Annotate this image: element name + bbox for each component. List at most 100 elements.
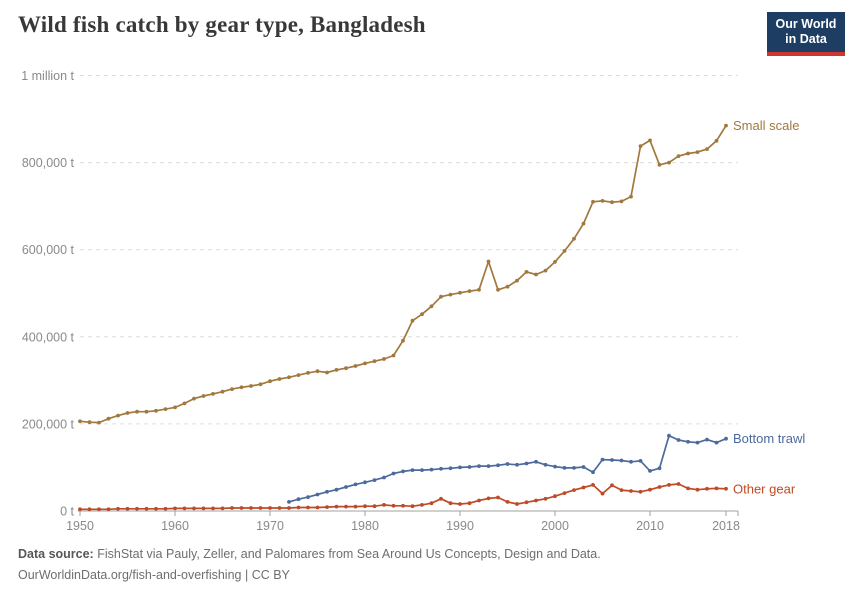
series-point-other-gear[interactable] [439, 496, 443, 501]
series-point-small-scale[interactable] [562, 249, 567, 253]
series-point-bottom-trawl[interactable] [296, 497, 301, 502]
series-point-other-gear[interactable] [629, 489, 633, 493]
series-point-small-scale[interactable] [448, 292, 453, 297]
series-point-small-scale[interactable] [591, 199, 595, 204]
series-point-other-gear[interactable] [619, 488, 624, 492]
series-point-small-scale[interactable] [486, 259, 491, 264]
series-point-other-gear[interactable] [657, 485, 662, 489]
series-point-small-scale[interactable] [344, 366, 348, 371]
series-point-other-gear[interactable] [705, 486, 709, 491]
series-point-bottom-trawl[interactable] [572, 466, 576, 470]
series-point-small-scale[interactable] [543, 268, 548, 273]
series-point-bottom-trawl[interactable] [315, 492, 320, 497]
series-point-other-gear[interactable] [524, 500, 529, 505]
series-point-other-gear[interactable] [277, 506, 282, 510]
series-point-other-gear[interactable] [610, 483, 614, 488]
series-point-other-gear[interactable] [268, 506, 272, 510]
series-point-small-scale[interactable] [638, 144, 643, 149]
series-point-other-gear[interactable] [572, 488, 576, 492]
series-point-bottom-trawl[interactable] [477, 464, 481, 468]
series-point-bottom-trawl[interactable] [657, 466, 662, 471]
series-point-bottom-trawl[interactable] [439, 466, 443, 471]
footer-license[interactable]: CC BY [251, 568, 290, 582]
series-point-small-scale[interactable] [695, 150, 700, 155]
series-point-other-gear[interactable] [78, 507, 82, 512]
series-point-small-scale[interactable] [163, 407, 168, 411]
series-point-small-scale[interactable] [705, 147, 709, 152]
series-point-other-gear[interactable] [249, 506, 253, 510]
series-point-other-gear[interactable] [97, 507, 101, 512]
owid-logo[interactable]: Our World in Data [767, 12, 845, 56]
series-point-small-scale[interactable] [714, 138, 719, 143]
series-point-bottom-trawl[interactable] [353, 482, 358, 487]
series-point-other-gear[interactable] [515, 502, 519, 506]
series-point-small-scale[interactable] [534, 272, 538, 277]
series-point-small-scale[interactable] [287, 375, 291, 380]
series-point-small-scale[interactable] [553, 260, 557, 264]
series-point-bottom-trawl[interactable] [391, 471, 396, 476]
series-point-bottom-trawl[interactable] [600, 457, 605, 462]
series-point-bottom-trawl[interactable] [591, 470, 595, 475]
series-point-other-gear[interactable] [401, 503, 405, 508]
series-point-bottom-trawl[interactable] [562, 466, 567, 470]
series-point-bottom-trawl[interactable] [344, 485, 348, 489]
series-point-small-scale[interactable] [116, 413, 120, 418]
series-point-small-scale[interactable] [315, 369, 320, 374]
series-point-small-scale[interactable] [676, 154, 681, 159]
series-point-bottom-trawl[interactable] [448, 466, 453, 471]
footer-url[interactable]: OurWorldinData.org/fish-and-overfishing [18, 568, 242, 582]
series-point-other-gear[interactable] [562, 491, 567, 495]
series-point-small-scale[interactable] [458, 290, 462, 295]
series-point-small-scale[interactable] [230, 387, 234, 391]
series-point-other-gear[interactable] [686, 486, 690, 491]
series-point-small-scale[interactable] [572, 236, 576, 241]
series-point-other-gear[interactable] [334, 504, 339, 509]
series-point-bottom-trawl[interactable] [515, 462, 519, 467]
series-point-small-scale[interactable] [391, 353, 396, 358]
series-point-small-scale[interactable] [97, 420, 101, 425]
series-point-other-gear[interactable] [258, 506, 263, 510]
series-point-bottom-trawl[interactable] [524, 461, 529, 466]
series-point-bottom-trawl[interactable] [496, 463, 500, 468]
series-point-small-scale[interactable] [667, 160, 671, 165]
series-point-bottom-trawl[interactable] [724, 436, 728, 441]
series-point-other-gear[interactable] [534, 498, 538, 503]
series-point-small-scale[interactable] [610, 200, 614, 205]
series-point-small-scale[interactable] [268, 379, 272, 384]
series-point-small-scale[interactable] [581, 221, 586, 226]
series-point-bottom-trawl[interactable] [629, 459, 633, 464]
series-point-other-gear[interactable] [667, 483, 671, 487]
series-point-other-gear[interactable] [325, 505, 329, 509]
series-point-small-scale[interactable] [619, 199, 624, 204]
series-point-small-scale[interactable] [220, 389, 225, 394]
series-point-bottom-trawl[interactable] [401, 469, 405, 474]
series-point-small-scale[interactable] [211, 392, 215, 396]
series-point-other-gear[interactable] [486, 496, 491, 501]
series-point-other-gear[interactable] [106, 507, 111, 512]
series-point-bottom-trawl[interactable] [306, 495, 310, 499]
series-point-other-gear[interactable] [714, 486, 719, 491]
series-point-bottom-trawl[interactable] [458, 465, 462, 470]
series-point-small-scale[interactable] [182, 401, 187, 406]
series-point-small-scale[interactable] [277, 377, 282, 381]
series-point-small-scale[interactable] [467, 289, 472, 293]
series-point-bottom-trawl[interactable] [486, 464, 491, 468]
series-point-other-gear[interactable] [676, 482, 681, 486]
series-point-bottom-trawl[interactable] [429, 467, 434, 472]
series-point-bottom-trawl[interactable] [695, 440, 700, 445]
series-point-other-gear[interactable] [163, 506, 168, 511]
series-point-small-scale[interactable] [629, 194, 633, 199]
series-point-bottom-trawl[interactable] [610, 458, 614, 462]
series-point-small-scale[interactable] [239, 385, 244, 390]
series-point-bottom-trawl[interactable] [686, 439, 690, 444]
series-point-small-scale[interactable] [78, 419, 82, 424]
series-point-other-gear[interactable] [448, 501, 453, 506]
series-point-other-gear[interactable] [173, 506, 177, 511]
series-point-small-scale[interactable] [306, 371, 310, 375]
series-point-other-gear[interactable] [211, 506, 215, 511]
series-point-small-scale[interactable] [201, 394, 206, 398]
series-point-other-gear[interactable] [230, 506, 234, 510]
series-point-other-gear[interactable] [372, 504, 377, 509]
series-point-small-scale[interactable] [249, 384, 253, 388]
series-point-other-gear[interactable] [87, 507, 92, 512]
